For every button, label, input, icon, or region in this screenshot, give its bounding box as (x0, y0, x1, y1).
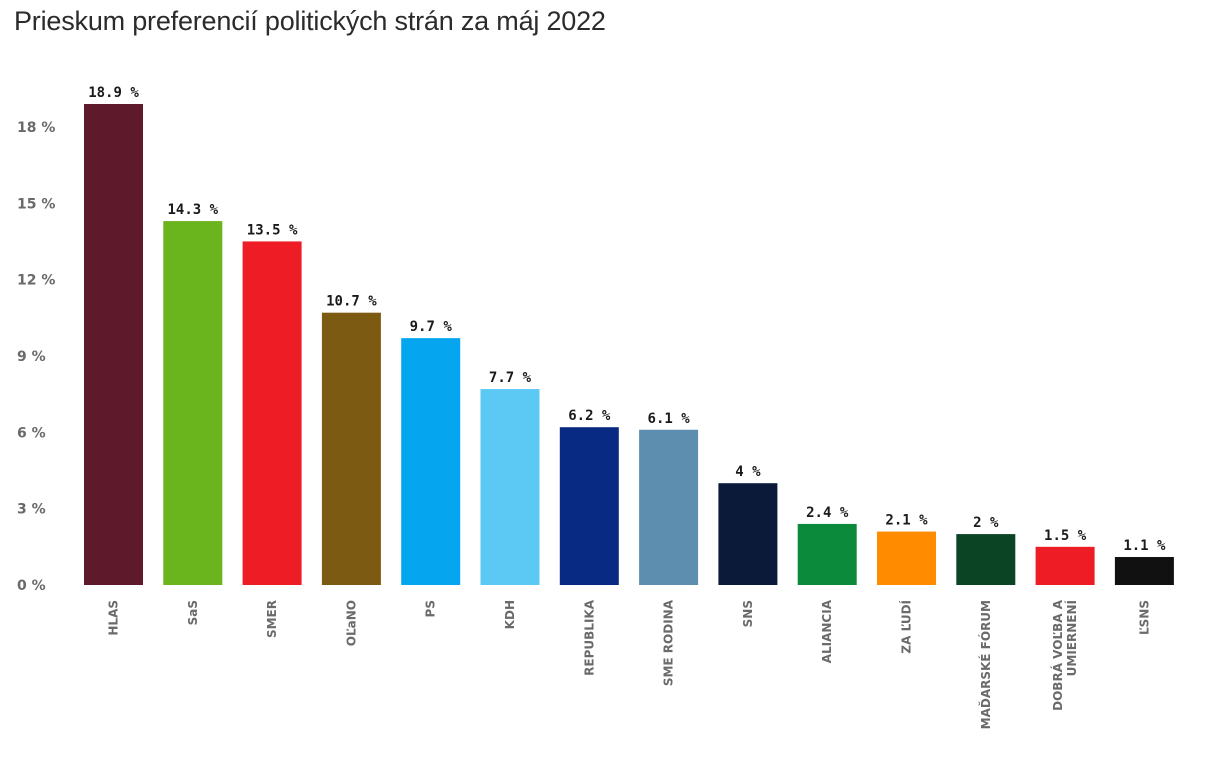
chart-title: Prieskum preferencií politických strán z… (14, 6, 606, 36)
bar (480, 389, 540, 585)
x-tick-label: HLAS (107, 600, 121, 636)
bar (559, 427, 619, 585)
x-axis: HLAS SaS SMER OĽaNO PS KDH REPUBLIKA SME RODINA… (107, 599, 1152, 729)
value-label: 10.7 % (326, 294, 377, 310)
x-tick-label: ZA ĽUDÍ (899, 599, 914, 653)
value-label: 2.1 % (885, 513, 928, 529)
y-tick-label: 0 % (17, 578, 46, 594)
x-tick-label: MAĎARSKÉ FÓRUM (978, 600, 993, 729)
bar (718, 483, 778, 585)
y-tick-label: 3 % (17, 502, 46, 518)
x-tick-label: PS (424, 600, 438, 617)
x-tick-label: REPUBLIKA (582, 599, 596, 676)
x-tick-label: ĽSNS (1137, 600, 1151, 635)
bar (797, 523, 857, 585)
value-labels: 18.9 % 14.3 % 13.5 % 10.7 % 9.7 % 7.7 % 6.2 % 6… (88, 85, 1166, 554)
value-label: 4 % (735, 464, 761, 480)
bar (1114, 557, 1174, 585)
x-tick-label: DOBRÁ VOĽBA A (1050, 599, 1065, 711)
y-tick-label: 15 % (17, 196, 55, 212)
y-tick-label: 9 % (17, 349, 46, 365)
bar (321, 312, 381, 585)
x-tick-label: KDH (503, 600, 517, 629)
y-tick-label: 6 % (17, 425, 46, 441)
x-tick-label: SMER (265, 600, 279, 638)
y-tick-label: 12 % (17, 273, 55, 289)
value-label: 13.5 % (247, 222, 298, 238)
value-label: 2 % (973, 515, 999, 531)
bar (163, 221, 223, 585)
value-label: 14.3 % (168, 202, 219, 218)
value-label: 7.7 % (489, 370, 532, 386)
x-tick-label: OĽaNO (344, 600, 358, 646)
value-label: 9.7 % (410, 319, 453, 335)
bar (242, 241, 302, 585)
x-tick-label: SME RODINA (662, 599, 676, 686)
value-label: 6.2 % (568, 408, 611, 424)
x-tick-label: SNS (741, 600, 755, 627)
bar (84, 104, 143, 585)
x-tick-label: ALIANCIA (820, 599, 834, 663)
value-label: 1.1 % (1123, 538, 1166, 554)
y-tick-label: 18 % (17, 120, 55, 136)
bar (956, 534, 1016, 585)
value-label: 1.5 % (1044, 528, 1087, 544)
x-tick-label: SaS (186, 600, 200, 625)
bar (877, 531, 936, 585)
value-label: 18.9 % (88, 85, 139, 101)
x-tick-label: UMIERNENÍ (1064, 599, 1079, 676)
value-label: 6.1 % (648, 411, 691, 427)
y-axis: 0 % 3 % 6 % 9 % 12 % 15 % 18 % (17, 120, 55, 594)
bar (401, 338, 461, 585)
bar (639, 429, 699, 585)
bars (84, 104, 1174, 585)
value-label: 2.4 % (806, 505, 849, 521)
bar (1035, 546, 1095, 585)
